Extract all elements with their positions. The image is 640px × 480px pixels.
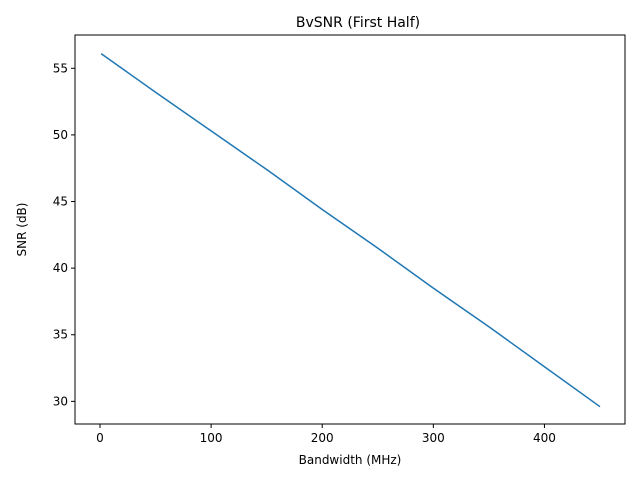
x-tick-label: 0 [96, 431, 104, 445]
y-axis-label: SNR (dB) [15, 203, 29, 257]
x-axis: 0 100 200 300 400 [96, 424, 556, 445]
y-tick-label: 45 [53, 195, 68, 209]
y-tick-label: 40 [53, 261, 68, 275]
x-tick-label: 200 [311, 431, 334, 445]
y-axis: 30 35 40 45 50 55 [53, 61, 75, 408]
plot-area [100, 53, 601, 408]
y-tick-label: 30 [53, 394, 68, 408]
x-tick-label: 300 [422, 431, 445, 445]
series-line [100, 53, 601, 408]
x-tick-label: 100 [200, 431, 223, 445]
y-tick-label: 35 [53, 328, 68, 342]
y-tick-label: 50 [53, 128, 68, 142]
plot-frame [74, 34, 626, 425]
x-tick-label: 400 [533, 431, 556, 445]
chart-title: BvSNR (First Half) [296, 15, 420, 31]
y-tick-label: 55 [53, 61, 68, 75]
x-axis-label: Bandwidth (MHz) [299, 453, 402, 467]
